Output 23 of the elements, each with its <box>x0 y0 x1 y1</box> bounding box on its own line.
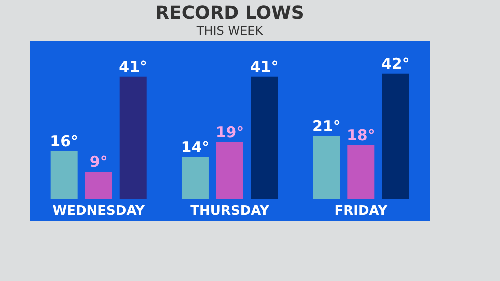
data-label: 16° <box>50 132 79 150</box>
data-label: 14° <box>181 138 210 156</box>
bar <box>216 142 244 199</box>
bar <box>85 172 112 199</box>
bar <box>348 145 375 199</box>
data-label: 21° <box>312 117 341 136</box>
data-label: 41° <box>119 58 148 76</box>
bar <box>120 76 147 199</box>
x-tick-label: FRIDAY <box>334 204 388 219</box>
bar <box>251 76 278 199</box>
bar <box>182 157 209 199</box>
chart-title: RECORD LOWS <box>156 3 304 24</box>
bar <box>313 136 340 199</box>
x-tick-label: WEDNESDAY <box>52 204 146 219</box>
data-label: 19° <box>216 123 244 142</box>
bar <box>50 151 78 199</box>
data-label: 42° <box>381 54 410 73</box>
chart-subtitle: THIS WEEK <box>196 24 264 38</box>
x-tick-label: THURSDAY <box>190 204 270 219</box>
data-label: 41° <box>250 58 279 76</box>
bar <box>382 74 410 199</box>
data-label: 9° <box>90 153 108 172</box>
data-label: 18° <box>346 126 376 144</box>
